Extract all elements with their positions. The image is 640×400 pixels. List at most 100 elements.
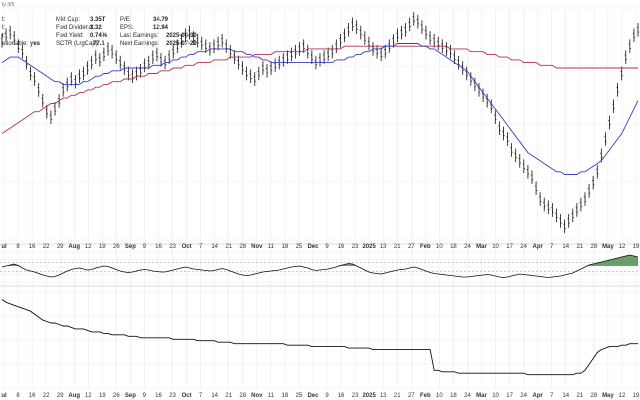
x-tick-label-bottom: 28 bbox=[591, 393, 598, 399]
x-tick-label: Mar bbox=[476, 244, 487, 250]
x-tick-label-bottom: 24 bbox=[464, 393, 471, 399]
x-tick-label: 18 bbox=[282, 244, 289, 250]
x-tick-label-bottom: ul bbox=[1, 393, 7, 399]
x-tick-label-bottom: May bbox=[602, 393, 614, 399]
x-tick-label-bottom: 18 bbox=[282, 393, 289, 399]
x-tick-label-bottom: 10 bbox=[492, 393, 499, 399]
x-tick-label-bottom: 2025 bbox=[362, 393, 376, 399]
x-tick-label: Oct bbox=[182, 244, 192, 250]
x-tick-label: 29 bbox=[57, 244, 64, 250]
relative-line bbox=[1, 299, 638, 376]
x-tick-label-bottom: 29 bbox=[57, 393, 64, 399]
x-tick-label: 23 bbox=[352, 244, 359, 250]
x-tick-label: 28 bbox=[591, 244, 598, 250]
x-tick-label-bottom: 14 bbox=[211, 393, 218, 399]
x-tick-label: 19 bbox=[633, 244, 640, 250]
fwd-dividend-label: Fwd Dividend: bbox=[56, 25, 94, 31]
x-tick-label: 27 bbox=[408, 244, 415, 250]
info-panel-background bbox=[0, 10, 160, 46]
x-tick-label-bottom: 10 bbox=[436, 393, 443, 399]
x-tick-label-bottom: 7 bbox=[550, 393, 554, 399]
x-tick-label: Nov bbox=[251, 244, 263, 250]
x-tick-label-bottom: 16 bbox=[155, 393, 162, 399]
x-tick-label-bottom: Apr bbox=[533, 393, 544, 399]
x-tick-label-bottom: Sep bbox=[125, 393, 136, 399]
x-tick-label-bottom: 21 bbox=[576, 393, 583, 399]
x-tick-label-bottom: 22 bbox=[43, 393, 50, 399]
x-tick-label: 28 bbox=[239, 244, 246, 250]
x-tick-label-bottom: Oct bbox=[182, 393, 192, 399]
fwd-dividend-value: 3.32 bbox=[90, 25, 102, 31]
ma50-line bbox=[1, 43, 639, 175]
x-tick-label-bottom: 24 bbox=[520, 393, 527, 399]
sctr-label: SCTR (LrgCap): bbox=[56, 41, 100, 47]
x-tick-label: 22 bbox=[43, 244, 50, 250]
x-tick-label-bottom: Mar bbox=[476, 393, 487, 399]
x-tick-label-bottom: 12 bbox=[85, 393, 92, 399]
fwd-yield-label: Fwd Yield: bbox=[56, 33, 84, 39]
x-tick-label-bottom: 28 bbox=[239, 393, 246, 399]
x-tick-label: 18 bbox=[450, 244, 457, 250]
ma200-line bbox=[1, 45, 638, 134]
x-tick-label-bottom: 13 bbox=[380, 393, 387, 399]
x-tick-label-bottom: 9 bbox=[325, 393, 329, 399]
x-tick-label: 7 bbox=[550, 244, 554, 250]
x-tick-label: Feb bbox=[420, 244, 431, 250]
indicator-panel bbox=[1, 254, 639, 278]
x-tick-label-bottom: Feb bbox=[420, 393, 431, 399]
info-row-label-4: ationable: bbox=[2, 41, 28, 47]
x-tick-label: 16 bbox=[155, 244, 162, 250]
x-tick-label-bottom: 21 bbox=[225, 393, 232, 399]
pe-value: 34.79 bbox=[153, 17, 169, 23]
x-tick-label: 21 bbox=[225, 244, 232, 250]
sctr-value: 77.1 bbox=[93, 41, 105, 47]
grid-layer bbox=[0, 7, 640, 389]
x-tick-label-bottom: 11 bbox=[268, 393, 275, 399]
x-tick-label: 24 bbox=[520, 244, 527, 250]
x-tick-label-bottom: 19 bbox=[99, 393, 106, 399]
indicator-line bbox=[1, 254, 639, 278]
bottom-x-axis: ul 8 16 22 29 Aug 12 19 26 Sep 9 16 23 Oct 7 14 21 28 Nov 1… bbox=[1, 393, 640, 399]
x-tick-label: ul bbox=[1, 244, 7, 250]
x-tick-label: 14 bbox=[562, 244, 569, 250]
x-tick-label: Apr bbox=[533, 244, 544, 250]
last-earnings-label: Last Earnings: bbox=[120, 33, 159, 39]
x-tick-label: 9 bbox=[143, 244, 147, 250]
x-tick-label: 17 bbox=[506, 244, 513, 250]
x-tick-label: 10 bbox=[492, 244, 499, 250]
x-tick-label: 26 bbox=[113, 244, 120, 250]
eps-label: EPS: bbox=[120, 25, 134, 31]
price-x-axis: ul 8 16 22 29 Aug 12 19 26 Sep 9 16 23 Oct 7 14 21 28 Nov 1… bbox=[1, 244, 640, 250]
x-tick-label: 11 bbox=[268, 244, 275, 250]
x-tick-label-bottom: Aug bbox=[68, 393, 80, 399]
x-tick-label-bottom: Nov bbox=[251, 393, 263, 399]
x-tick-label: 12 bbox=[619, 244, 626, 250]
x-tick-label-bottom: 16 bbox=[29, 393, 36, 399]
x-tick-label-bottom: 9 bbox=[143, 393, 147, 399]
x-tick-label: 8 bbox=[16, 244, 20, 250]
fwd-yield-value: 0.74% bbox=[90, 33, 108, 39]
x-tick-label: 10 bbox=[436, 244, 443, 250]
mkt-cap-value: 3.35T bbox=[90, 17, 106, 23]
x-tick-label-bottom: 14 bbox=[562, 393, 569, 399]
x-tick-label: 25 bbox=[296, 244, 303, 250]
price-panel bbox=[0, 12, 640, 234]
x-tick-label-bottom: 23 bbox=[352, 393, 359, 399]
x-tick-label: 12 bbox=[85, 244, 92, 250]
x-tick-label: 23 bbox=[169, 244, 176, 250]
eps-value: 12.94 bbox=[153, 25, 169, 31]
x-tick-label: 2025 bbox=[362, 244, 376, 250]
x-tick-label: 13 bbox=[380, 244, 387, 250]
x-tick-label: 14 bbox=[211, 244, 218, 250]
x-tick-label: 16 bbox=[29, 244, 36, 250]
x-tick-label-bottom: 16 bbox=[338, 393, 345, 399]
pe-label: P/E: bbox=[120, 17, 132, 23]
x-tick-label-bottom: 12 bbox=[619, 393, 626, 399]
x-tick-label: 9 bbox=[325, 244, 329, 250]
relative-panel bbox=[1, 299, 638, 376]
x-tick-label-bottom: 23 bbox=[169, 393, 176, 399]
x-tick-label-bottom: 17 bbox=[506, 393, 513, 399]
x-tick-label-bottom: 26 bbox=[113, 393, 120, 399]
